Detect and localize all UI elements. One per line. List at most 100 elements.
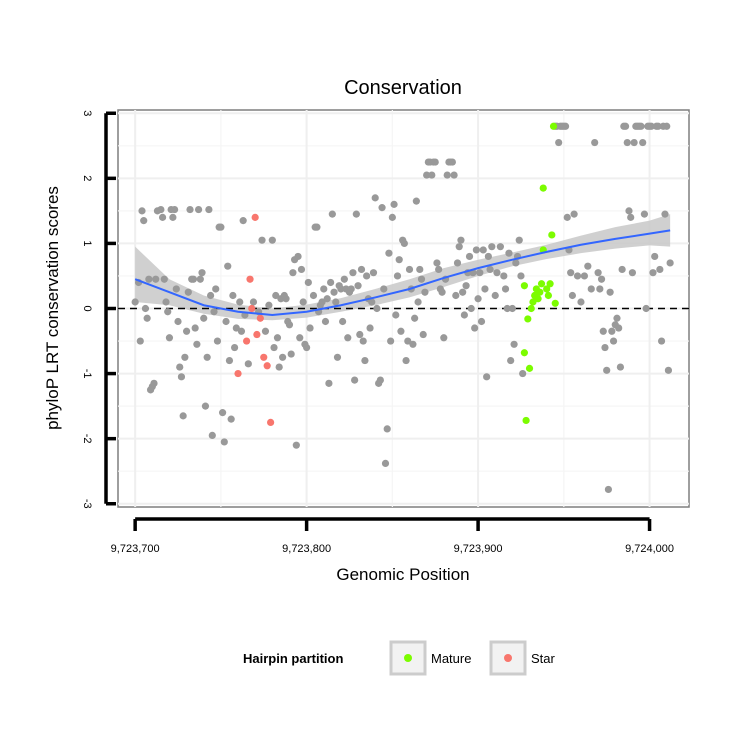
point-other xyxy=(179,412,187,420)
point-other xyxy=(486,265,494,274)
point-other xyxy=(306,324,314,332)
y-tick-label: -2 xyxy=(81,434,93,444)
point-other xyxy=(630,138,638,147)
point-other xyxy=(561,122,570,130)
point-mature xyxy=(534,295,542,303)
point-other xyxy=(340,275,348,283)
point-other xyxy=(656,265,664,274)
point-other xyxy=(189,275,198,283)
point-other xyxy=(402,356,410,365)
point-other xyxy=(385,249,393,257)
point-other xyxy=(651,252,659,261)
point-other xyxy=(169,213,177,221)
point-mature xyxy=(539,184,547,192)
x-tick-label: 9,723,700 xyxy=(111,543,160,555)
legend-label-mature: Mature xyxy=(431,651,471,666)
point-star xyxy=(253,330,261,339)
point-other xyxy=(448,158,456,166)
point-other xyxy=(618,265,626,274)
point-other xyxy=(371,194,379,202)
point-mature xyxy=(529,298,537,306)
point-other xyxy=(297,265,306,274)
point-other xyxy=(344,334,352,342)
y-tick-label: -1 xyxy=(81,369,93,379)
y-tick-label: 3 xyxy=(81,110,93,116)
point-other xyxy=(383,425,391,433)
point-other xyxy=(376,376,384,384)
point-other xyxy=(380,285,388,293)
point-other xyxy=(206,291,215,300)
point-other xyxy=(378,204,386,212)
point-other xyxy=(231,343,239,352)
point-other xyxy=(517,272,525,280)
point-other xyxy=(200,314,208,322)
point-other xyxy=(327,278,335,287)
point-other xyxy=(433,259,441,267)
point-other xyxy=(337,285,345,293)
point-other xyxy=(157,205,165,214)
point-other xyxy=(191,324,199,332)
point-other xyxy=(395,256,403,264)
chart-title: Conservation xyxy=(344,77,462,99)
point-other xyxy=(174,317,182,326)
point-other xyxy=(577,298,585,306)
point-other xyxy=(623,138,631,147)
point-other xyxy=(465,252,474,261)
point-other xyxy=(666,259,674,267)
confidence-band xyxy=(135,214,671,321)
point-other xyxy=(136,337,144,345)
point-other xyxy=(258,236,266,244)
point-other xyxy=(609,337,618,345)
point-other xyxy=(392,311,400,319)
point-other xyxy=(366,324,374,332)
point-other xyxy=(596,285,604,293)
point-other xyxy=(573,272,582,280)
point-other xyxy=(282,295,290,303)
point-star xyxy=(256,314,264,322)
y-tick-label: 0 xyxy=(81,305,93,311)
point-other xyxy=(419,330,427,339)
point-other xyxy=(477,317,486,326)
legend: Hairpin partition Mature Star xyxy=(243,640,556,676)
point-mature xyxy=(536,288,544,296)
point-other xyxy=(181,353,189,361)
point-other xyxy=(285,321,294,329)
point-other xyxy=(484,252,492,261)
point-other xyxy=(503,304,511,313)
point-other xyxy=(488,243,496,251)
point-other xyxy=(483,373,491,381)
y-tick-label: 2 xyxy=(81,175,93,181)
legend-marker-mature xyxy=(404,654,412,662)
point-other xyxy=(421,288,429,296)
point-other xyxy=(261,327,270,335)
point-other xyxy=(438,288,446,296)
point-other xyxy=(640,210,649,218)
point-other xyxy=(289,269,297,277)
confidence-band-layer xyxy=(135,214,671,321)
point-other xyxy=(218,409,227,417)
point-other xyxy=(568,291,576,300)
point-other xyxy=(273,334,282,342)
point-mature xyxy=(520,282,528,290)
legend-title: Hairpin partition xyxy=(243,651,343,666)
point-other xyxy=(496,243,504,251)
smooth-trend-line xyxy=(134,229,671,317)
point-other xyxy=(474,295,482,303)
y-axis-label: phyloP LRT conservation scores xyxy=(43,186,62,430)
point-other xyxy=(500,272,508,280)
point-other xyxy=(164,308,172,316)
axes: -3 -2 -1 0 1 2 3 9,723,700 9,723,800 9,723,900 9,7… xyxy=(81,110,674,555)
point-mature xyxy=(543,285,551,293)
point-other xyxy=(625,207,633,215)
point-other xyxy=(580,272,589,280)
point-other xyxy=(143,314,151,322)
point-other xyxy=(471,324,479,332)
point-other xyxy=(165,334,174,342)
point-other xyxy=(649,269,657,277)
point-other xyxy=(210,308,218,316)
point-other xyxy=(460,311,468,319)
point-mature xyxy=(546,280,554,288)
point-other xyxy=(387,337,395,345)
point-other xyxy=(275,363,283,371)
point-other xyxy=(657,337,666,345)
